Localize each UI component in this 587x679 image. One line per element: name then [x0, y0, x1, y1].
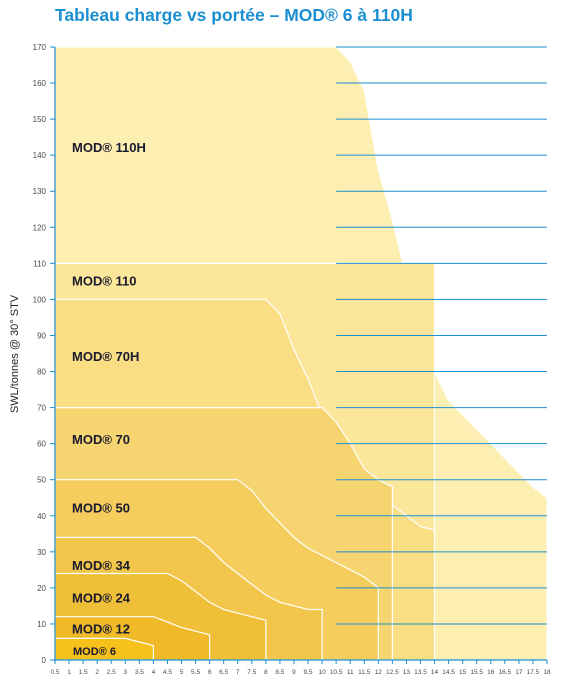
x-tick-label-13: 13 — [403, 669, 411, 676]
x-tick-label-9-5: 9.5 — [304, 669, 313, 676]
x-tick-label-6-5: 6.5 — [219, 669, 228, 676]
x-tick-label-10-5: 10.5 — [330, 669, 343, 676]
label-mod-70h: MOD® 70H — [72, 349, 139, 364]
label-mod-6: MOD® 6 — [73, 646, 116, 658]
x-tick-label-12-5: 12.5 — [386, 669, 399, 676]
x-tick-label-1-5: 1.5 — [79, 669, 88, 676]
x-tick-label-7-5: 7.5 — [247, 669, 256, 676]
y-tick-label-130: 130 — [33, 187, 47, 196]
x-tick-label-15: 15 — [459, 669, 467, 676]
x-tick-label-13-5: 13.5 — [414, 669, 427, 676]
axes — [50, 46, 548, 664]
y-tick-label-170: 170 — [33, 43, 47, 52]
x-tick-label-11: 11 — [347, 669, 354, 676]
x-tick-labels: 0.5 1 1.5 2 2.5 3 3.5 4 4.5 5 5.5 6 6.5 7 7.5 8 8.5 9 9.5 1… — [50, 669, 551, 676]
label-mod-50: MOD® 50 — [72, 501, 130, 516]
y-tick-label-50: 50 — [37, 476, 46, 485]
x-tick-label-3-5: 3.5 — [135, 669, 144, 676]
y-tick-label-100: 100 — [33, 295, 47, 304]
label-mod-70: MOD® 70 — [72, 432, 130, 447]
x-tick-label-9: 9 — [292, 669, 296, 676]
x-tick-label-16-5: 16.5 — [499, 669, 512, 676]
x-tick-label-2: 2 — [95, 669, 99, 676]
x-tick-label-0-5: 0.5 — [50, 669, 59, 676]
label-mod-12: MOD® 12 — [72, 621, 130, 636]
x-tick-label-11-5: 11.5 — [358, 669, 371, 676]
label-mod-110: MOD® 110 — [72, 273, 137, 288]
x-tick-label-5: 5 — [180, 669, 184, 676]
y-tick-label-10: 10 — [37, 620, 46, 629]
series-areas — [54, 46, 548, 661]
x-tick-label-4-5: 4.5 — [163, 669, 172, 676]
x-tick-label-7: 7 — [236, 669, 240, 676]
y-tick-label-120: 120 — [33, 223, 47, 232]
y-tick-label-70: 70 — [37, 404, 46, 413]
y-tick-label-140: 140 — [33, 151, 47, 160]
label-mod-24: MOD® 24 — [72, 591, 131, 606]
x-tick-label-3: 3 — [123, 669, 127, 676]
x-tick-label-12: 12 — [375, 669, 383, 676]
y-tick-label-60: 60 — [37, 440, 46, 449]
series-labels: MOD® 110H MOD® 110 MOD® 70H MOD® 70 MOD® 50 M… — [72, 140, 146, 658]
x-tick-label-17-5: 17.5 — [527, 669, 540, 676]
y-tick-label-20: 20 — [37, 584, 46, 593]
label-mod-34: MOD® 34 — [72, 558, 131, 573]
x-tick-label-8: 8 — [264, 669, 268, 676]
x-tick-label-1: 1 — [67, 669, 71, 676]
grid-lines — [336, 46, 547, 625]
label-mod-110h: MOD® 110H — [72, 140, 146, 155]
x-tick-label-18: 18 — [543, 669, 551, 676]
y-tick-label-90: 90 — [37, 331, 46, 340]
chart-title: Tableau charge vs portée – MOD® 6 à 110H — [55, 5, 413, 25]
x-tick-label-6: 6 — [208, 669, 212, 676]
x-tick-label-17: 17 — [515, 669, 523, 676]
x-tick-label-2-5: 2.5 — [107, 669, 116, 676]
x-tick-label-5-5: 5.5 — [191, 669, 200, 676]
y-tick-label-80: 80 — [37, 368, 46, 377]
x-tick-label-14-5: 14.5 — [442, 669, 455, 676]
x-tick-label-4: 4 — [152, 669, 156, 676]
y-axis-label: SWL/tonnes @ 30° STV — [9, 294, 21, 413]
y-tick-label-110: 110 — [33, 259, 46, 268]
x-tick-label-14: 14 — [431, 669, 439, 676]
y-tick-label-0: 0 — [42, 656, 47, 665]
x-tick-label-15-5: 15.5 — [470, 669, 483, 676]
y-tick-label-40: 40 — [37, 512, 46, 521]
y-tick-label-30: 30 — [37, 548, 46, 557]
x-tick-label-8-5: 8.5 — [275, 669, 284, 676]
y-tick-labels: 0 10 20 30 40 50 60 70 80 90 100 110 120 130 140 150 160… — [33, 43, 47, 665]
x-tick-label-10: 10 — [318, 669, 326, 676]
y-tick-label-160: 160 — [33, 79, 47, 88]
y-tick-label-150: 150 — [33, 115, 47, 124]
x-tick-label-16: 16 — [487, 669, 495, 676]
